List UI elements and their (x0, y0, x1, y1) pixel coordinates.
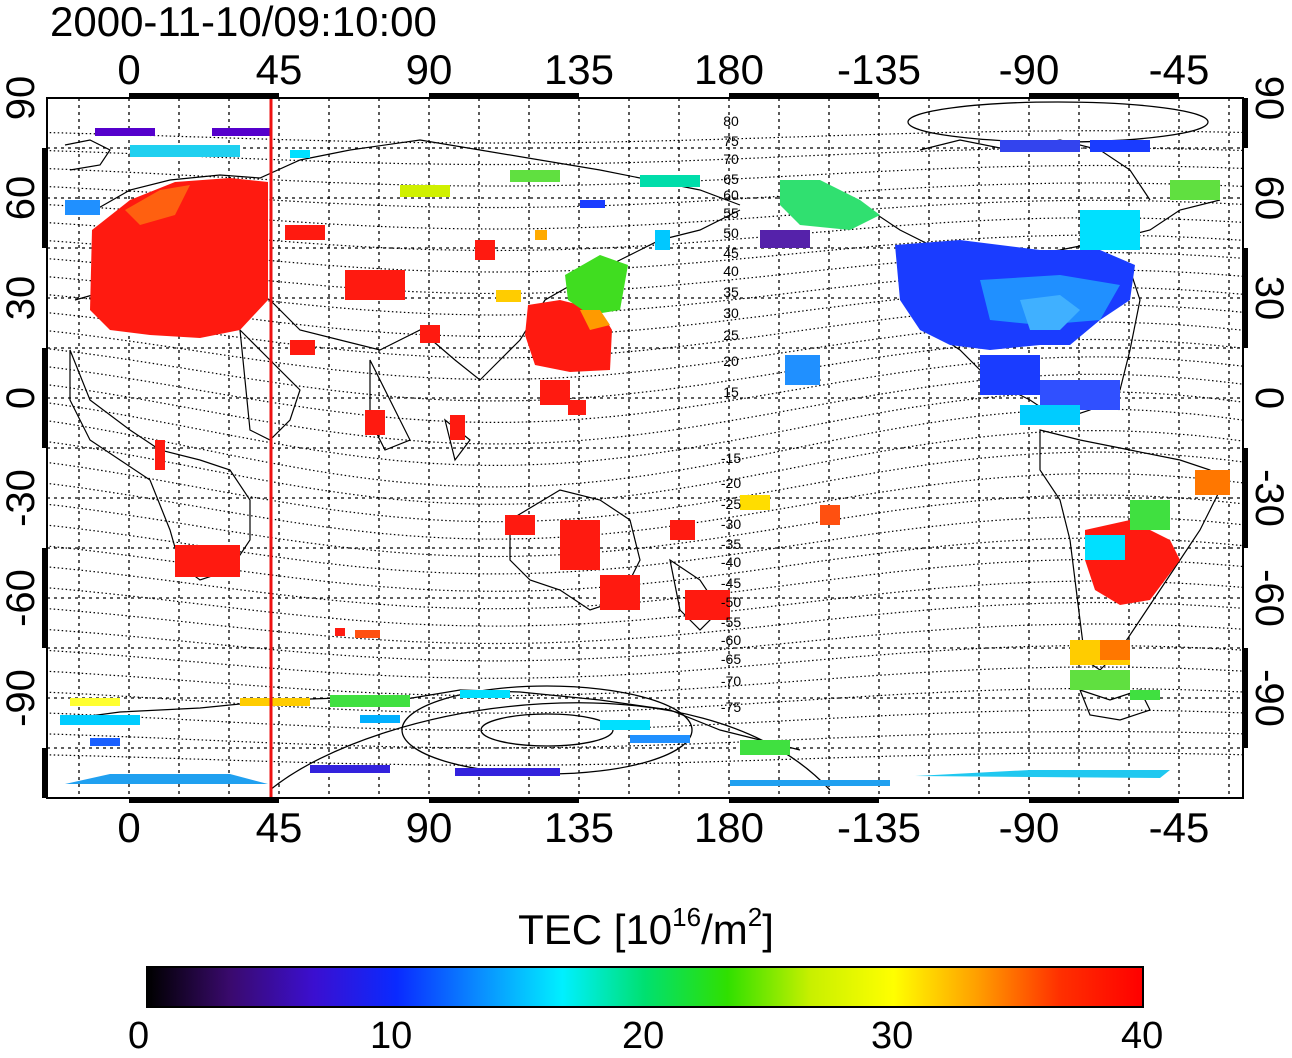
colorbar-title: TEC [1016/m2] (0, 902, 1292, 955)
lat-tick-right: -90 (1247, 669, 1291, 727)
lat-tick-right: 0 (1247, 387, 1291, 409)
contour-label: 55 (723, 205, 739, 221)
lat-tick-left: -60 (0, 569, 43, 627)
lat-tick-left: -30 (0, 469, 43, 527)
contour-label: 35 (723, 284, 739, 300)
magnetic-contour (47, 558, 1243, 610)
colorbar-title-unit-exponent: 2 (747, 902, 763, 932)
lat-tick-left: 0 (0, 387, 43, 409)
magnetic-contour (47, 730, 1243, 749)
lat-tick-right: 90 (1247, 76, 1291, 121)
contour-label: -70 (721, 673, 741, 689)
magnetic-contour (47, 130, 1243, 144)
top-longitude-labels: 0 45 90 135 180 -135 -90 -45 (117, 46, 1209, 93)
lat-tick-right: 30 (1247, 276, 1291, 321)
contour-label: 20 (723, 353, 739, 369)
contour-label: -40 (721, 554, 741, 570)
colorbar (146, 966, 1144, 1008)
colorbar-title-prefix: TEC [10 (518, 906, 673, 953)
lat-tick-right: 60 (1247, 176, 1291, 221)
lon-tick-bottom: 180 (694, 804, 764, 851)
contour-label: -20 (721, 475, 741, 491)
lon-tick-top: -135 (837, 46, 921, 93)
contour-label: -15 (721, 450, 741, 466)
colorbar-tick: 20 (622, 1015, 665, 1057)
magnetic-contour (47, 451, 1243, 523)
contour-label: 65 (723, 171, 739, 187)
lat-tick-left: -90 (0, 669, 43, 727)
contour-label: 60 (723, 187, 739, 203)
contour-label: -75 (721, 699, 741, 715)
lon-tick-top: 0 (117, 46, 140, 93)
grid-lines (47, 98, 1243, 798)
magnetic-contour (47, 752, 1243, 766)
colorbar-title-exponent: 16 (672, 902, 702, 932)
colorbar-tick: 10 (370, 1015, 413, 1057)
contour-label: 70 (723, 151, 739, 167)
contour-label: -45 (721, 575, 741, 591)
lon-tick-top: 90 (406, 46, 453, 93)
plot-title: 2000-11-10/09:10:00 (50, 0, 437, 45)
contour-label: 30 (723, 305, 739, 321)
lon-tick-bottom: 135 (544, 804, 614, 851)
contour-label: -50 (721, 594, 741, 610)
tec-map: 8075706560555045403530252015-15-20-25-30… (0, 46, 1291, 851)
lat-tick-right: -30 (1247, 469, 1291, 527)
right-latitude-labels: 90 60 30 0 -30 -60 -90 (1247, 76, 1291, 727)
magnetic-contour (47, 623, 1243, 662)
colorbar-tick: 0 (128, 1015, 150, 1057)
contour-label: -65 (721, 651, 741, 667)
lat-tick-left: 60 (0, 176, 43, 221)
lon-tick-top: -45 (1149, 46, 1210, 93)
magnetic-contour (47, 580, 1243, 627)
colorbar-tick: 30 (871, 1015, 914, 1057)
magnetic-contour (47, 472, 1243, 540)
colorbar-title-unit: /m (701, 906, 748, 953)
contour-label: -60 (721, 632, 741, 648)
contour-label: 40 (723, 263, 739, 279)
colorbar-tick: 40 (1121, 1015, 1164, 1057)
contour-label: 45 (723, 245, 739, 261)
lon-tick-bottom: 90 (406, 804, 453, 851)
tec-observations (60, 128, 1230, 786)
contour-label: 50 (723, 225, 739, 241)
lon-tick-bottom: 45 (256, 804, 303, 851)
bottom-longitude-labels: 0 45 90 135 180 -135 -90 -45 (117, 804, 1209, 851)
lon-tick-bottom: -90 (999, 804, 1060, 851)
contour-label: 15 (723, 384, 739, 400)
lon-tick-top: 135 (544, 46, 614, 93)
magnetic-contour (47, 644, 1243, 679)
colorbar-title-suffix: ] (762, 906, 774, 953)
contour-label: 25 (723, 327, 739, 343)
lon-tick-bottom: -135 (837, 804, 921, 851)
contour-label: -35 (721, 536, 741, 552)
lat-tick-right: -60 (1247, 569, 1291, 627)
lon-tick-top: 180 (694, 46, 764, 93)
lon-tick-top: -90 (999, 46, 1060, 93)
lon-tick-bottom: -45 (1149, 804, 1210, 851)
magnetic-contour (47, 373, 1243, 445)
magnetic-contour (47, 356, 1243, 424)
lon-tick-bottom: 0 (117, 804, 140, 851)
magnetic-contour (47, 666, 1243, 697)
contour-label: -55 (721, 614, 741, 630)
contour-label: 75 (723, 133, 739, 149)
contour-label: -25 (721, 496, 741, 512)
lon-tick-top: 45 (256, 46, 303, 93)
lat-tick-left: 90 (0, 76, 43, 121)
lat-tick-left: 30 (0, 276, 43, 321)
frame-tick-bars (42, 93, 1248, 803)
left-latitude-labels: 90 60 30 0 -30 -60 -90 (0, 76, 43, 727)
magnetic-contour (47, 601, 1243, 645)
contour-label: 80 (723, 113, 739, 129)
contour-label: -30 (721, 516, 741, 532)
